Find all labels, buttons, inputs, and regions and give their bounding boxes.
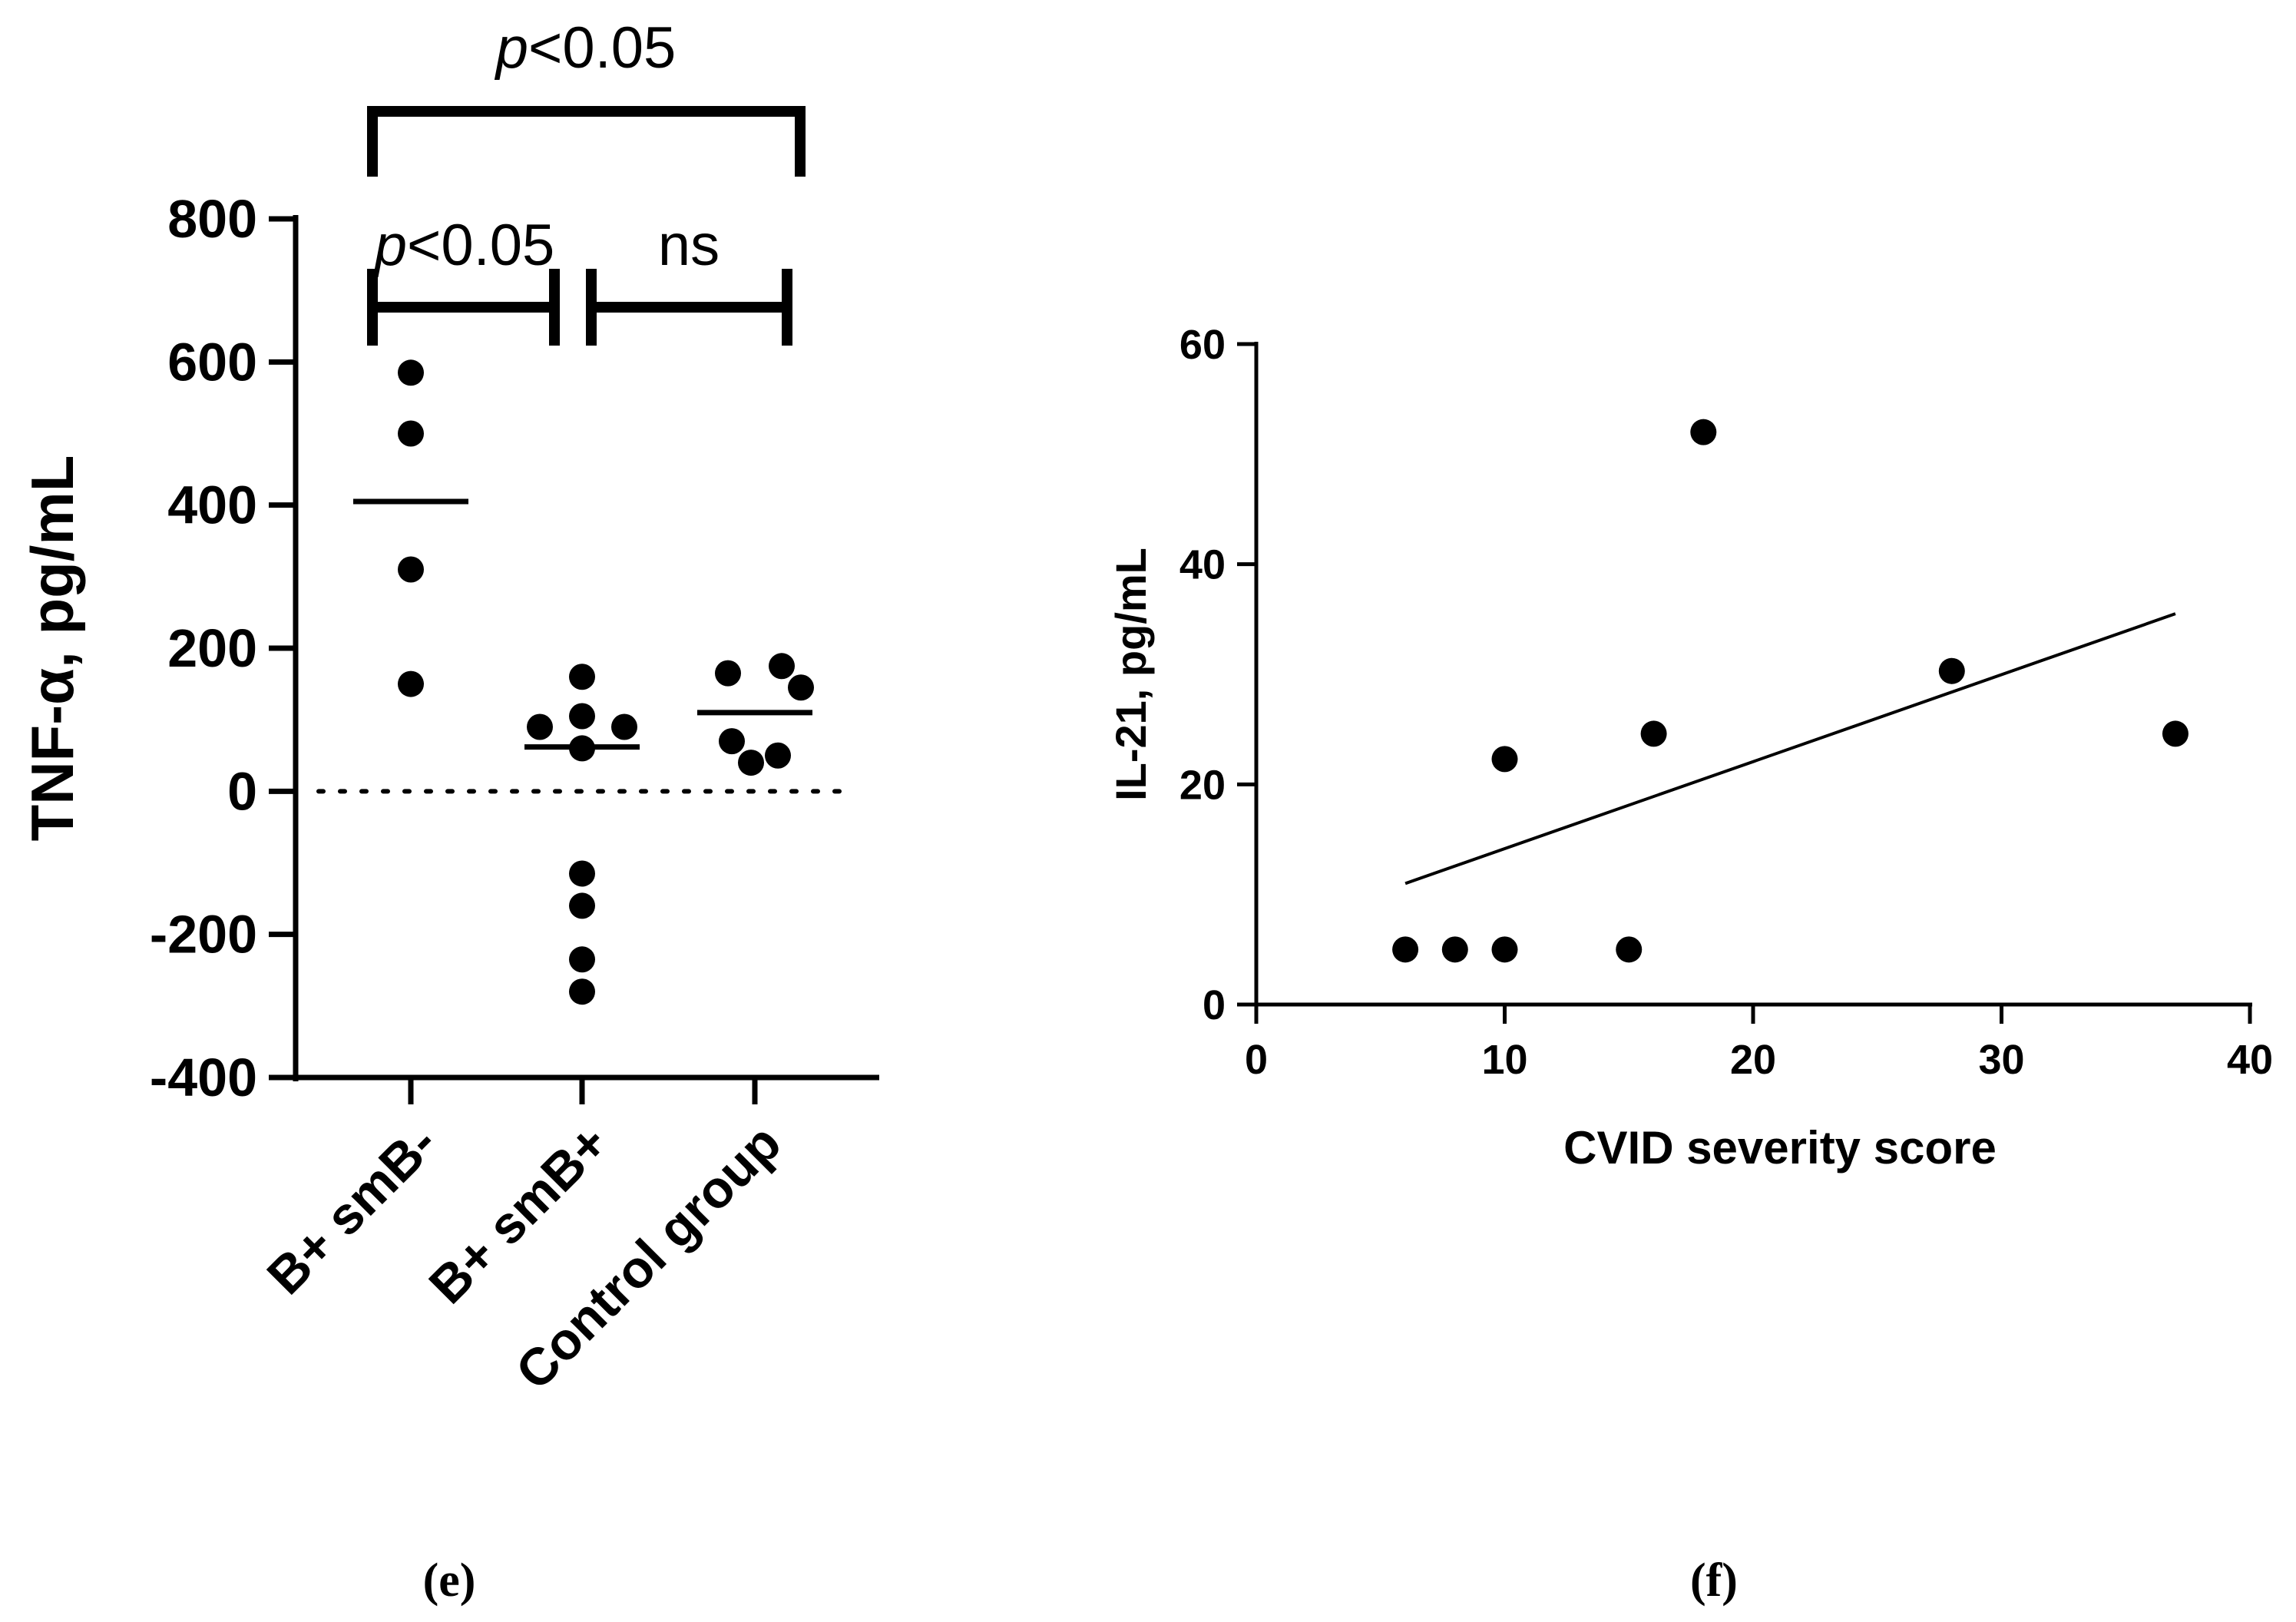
significance-value: <0.05 bbox=[528, 15, 676, 81]
x-tick-label: 40 bbox=[2227, 1037, 2273, 1083]
significance-bracket bbox=[367, 269, 560, 346]
data-point bbox=[1392, 936, 1419, 963]
y-tick-label: 20 bbox=[1179, 762, 1226, 808]
data-point-3 bbox=[715, 660, 741, 687]
significance-bracket bbox=[586, 269, 792, 346]
y-tick-label: 200 bbox=[167, 618, 257, 678]
data-point-2 bbox=[569, 946, 595, 973]
data-point-2 bbox=[569, 892, 595, 919]
y-tick-label: -400 bbox=[150, 1048, 257, 1107]
data-point bbox=[1938, 657, 1965, 684]
y-tick-label: 0 bbox=[1203, 982, 1226, 1028]
y-tick-label: 40 bbox=[1179, 542, 1226, 588]
data-point-1 bbox=[398, 556, 424, 583]
panel-label-f: (f) bbox=[1690, 1554, 1738, 1607]
data-point bbox=[1491, 746, 1518, 773]
data-point-1 bbox=[398, 670, 424, 697]
significance-value: <0.05 bbox=[407, 213, 554, 278]
data-point-3 bbox=[738, 750, 764, 776]
x-axis-title: CVID severity score bbox=[1563, 1122, 1997, 1173]
regression-line bbox=[1404, 612, 2176, 885]
data-point-2 bbox=[611, 713, 637, 740]
significance-value: ns bbox=[658, 213, 720, 278]
data-point-1 bbox=[398, 359, 424, 386]
y-tick-label: 0 bbox=[227, 761, 257, 821]
data-point-2 bbox=[569, 860, 595, 887]
y-tick-label: 600 bbox=[167, 332, 257, 392]
y-tick-label: 800 bbox=[167, 189, 257, 249]
data-point-1 bbox=[398, 420, 424, 447]
data-point-2 bbox=[569, 664, 595, 690]
data-point bbox=[1616, 936, 1643, 963]
significance-label: p<0.05 bbox=[373, 213, 555, 278]
y-axis-title: TNF-α, pg/mL bbox=[18, 455, 86, 842]
x-tick-label: 20 bbox=[1730, 1037, 1776, 1083]
y-tick-label: 60 bbox=[1179, 322, 1226, 368]
significance-p-symbol: p bbox=[495, 15, 528, 81]
data-point bbox=[1491, 936, 1518, 963]
x-tick-label: 10 bbox=[1481, 1037, 1527, 1083]
data-point bbox=[1640, 720, 1667, 747]
y-tick-label: -200 bbox=[150, 905, 257, 965]
x-category-label: B+ smB- bbox=[256, 1114, 448, 1306]
data-point-2 bbox=[569, 978, 595, 1005]
x-tick-label: 30 bbox=[1978, 1037, 2024, 1083]
data-point-3 bbox=[788, 674, 814, 701]
significance-label: ns bbox=[658, 213, 720, 278]
data-point-3 bbox=[765, 742, 791, 769]
data-point-2 bbox=[569, 703, 595, 730]
x-tick-label: 0 bbox=[1245, 1037, 1268, 1083]
data-point bbox=[2162, 720, 2188, 747]
data-point-3 bbox=[769, 653, 795, 680]
data-point-2 bbox=[527, 713, 553, 740]
panel-f-il21-vs-severity: 0 20 40 60 0 10 20 30 40 CVID severity score IL-21… bbox=[1107, 322, 2273, 1607]
y-axis-title: IL-21, pg/mL bbox=[1107, 548, 1155, 801]
data-point bbox=[1441, 936, 1468, 963]
data-point-3 bbox=[719, 728, 745, 755]
significance-bracket bbox=[367, 106, 806, 177]
panel-label-e: (e) bbox=[423, 1554, 476, 1607]
data-point bbox=[1690, 419, 1717, 445]
y-tick-label: 400 bbox=[167, 475, 257, 535]
significance-label: p<0.05 bbox=[495, 15, 677, 81]
significance-p-symbol: p bbox=[373, 213, 407, 278]
